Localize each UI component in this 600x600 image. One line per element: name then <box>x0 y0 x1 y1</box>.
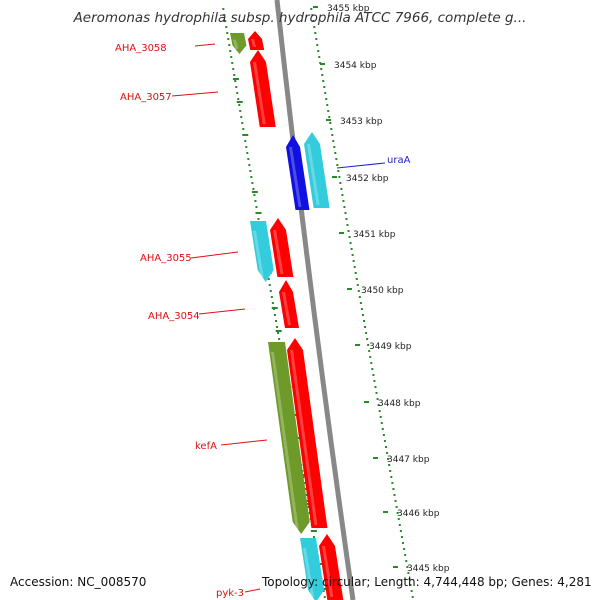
gene-label[interactable]: AHA_3054 <box>148 311 200 322</box>
gene-label-leader <box>190 251 239 259</box>
tick-label: 3450 kbp <box>361 286 404 296</box>
tick-mark <box>332 176 337 178</box>
gene-label-leader <box>198 308 246 315</box>
tick-label: 3451 kbp <box>353 230 396 240</box>
gene-label[interactable]: uraA <box>387 155 411 166</box>
gene-feature-shine <box>307 144 320 205</box>
tick-label: 3446 kbp <box>397 509 440 519</box>
gene-feature-shine <box>282 292 291 325</box>
gene-feature-shine <box>322 546 334 597</box>
gene-feature[interactable] <box>250 50 276 127</box>
gene-feature[interactable] <box>279 280 299 328</box>
tick-mark <box>339 232 344 234</box>
gene-feature-shine <box>251 38 257 47</box>
gene-feature-shine <box>290 350 318 525</box>
gene-feature[interactable] <box>250 221 274 282</box>
gene-label-leader <box>220 439 268 446</box>
tick-mark <box>373 457 378 459</box>
tick-mark <box>364 401 369 403</box>
tick-mark <box>355 344 360 346</box>
gene-label-leader <box>194 43 216 47</box>
tick-mark <box>320 63 325 65</box>
gene-feature[interactable] <box>300 538 325 600</box>
gene-label[interactable]: pyk-3 <box>216 588 244 599</box>
gene-label[interactable]: AHA_3058 <box>115 43 167 54</box>
gene-label-leader <box>171 91 219 97</box>
gene-feature-shine <box>253 231 264 277</box>
gene-feature[interactable] <box>286 135 310 210</box>
topology-text: Topology: circular; Length: 4,744,448 bp… <box>262 575 592 589</box>
tick-mark <box>347 288 352 290</box>
gene-feature[interactable] <box>270 218 294 277</box>
gene-label[interactable]: AHA_3055 <box>140 253 192 264</box>
gene-label-leader <box>336 162 386 169</box>
gene-feature-shine <box>303 548 315 597</box>
gene-feature-shine <box>273 230 284 274</box>
gene-feature[interactable] <box>304 132 330 208</box>
tick-label: 3454 kbp <box>334 61 377 71</box>
gene-feature[interactable] <box>230 33 247 54</box>
gene-feature[interactable] <box>248 31 265 50</box>
gene-feature-shine <box>271 352 299 529</box>
accession-text: Accession: NC_008570 <box>10 575 147 589</box>
gene-feature-shine <box>253 62 266 124</box>
gene-label[interactable]: AHA_3057 <box>120 92 172 103</box>
tick-mark <box>383 511 388 513</box>
gene-label-leader <box>244 588 261 593</box>
tick-label: 3453 kbp <box>340 117 383 127</box>
tick-label: 3447 kbp <box>387 455 430 465</box>
map-title: Aeromonas hydrophila subsp. hydrophila A… <box>73 10 527 26</box>
gene-feature-shine <box>233 39 239 49</box>
tick-label: 3448 kbp <box>378 399 421 409</box>
tick-label: 3452 kbp <box>346 174 389 184</box>
gene-feature[interactable] <box>287 338 328 528</box>
tick-label: 3445 kbp <box>407 564 450 574</box>
tick-mark <box>393 566 398 568</box>
tick-label: 3449 kbp <box>369 342 412 352</box>
tick-label: 3455 kbp <box>327 4 370 14</box>
gene-feature-shine <box>289 147 302 207</box>
tick-mark <box>313 6 318 8</box>
gene-feature[interactable] <box>268 342 310 534</box>
gene-feature[interactable] <box>319 534 344 600</box>
gene-label[interactable]: kefA <box>195 441 217 452</box>
genome-backbone <box>274 0 356 600</box>
tick-mark <box>326 119 331 121</box>
